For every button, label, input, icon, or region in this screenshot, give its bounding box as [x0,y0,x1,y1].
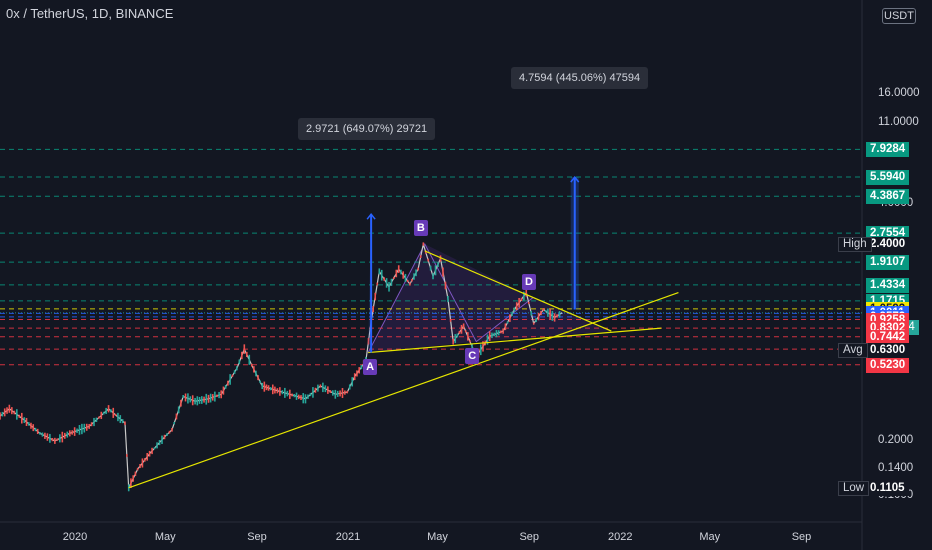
price-level-label: 7.9284 [866,142,910,158]
x-tick-label: 2022 [608,531,633,543]
stat-tag: High [838,237,872,253]
pattern-point-c[interactable]: C [465,347,480,364]
x-tick-label: Sep [519,531,540,543]
y-tick-label: 16.0000 [878,86,920,99]
triangle-pattern-fill [368,244,612,353]
pattern-point-b[interactable]: B [413,220,428,237]
pattern-point-d[interactable]: D [521,273,536,290]
price-level-label: 0.5230 [866,357,910,373]
measure-arrow[interactable] [366,212,376,353]
x-tick-label: 2020 [62,531,88,543]
trendline[interactable] [128,292,679,489]
price-level-label: 0.7442 [866,329,910,345]
x-tick-label: May [154,531,176,543]
y-tick-label: 0.1400 [878,462,914,475]
measure-label: 2.9721 (649.07%) 29721 [298,118,436,140]
x-tick-label: Sep [247,531,267,543]
y-tick-label: 0.2000 [878,433,914,446]
currency-selector[interactable]: USDT [882,8,916,24]
x-tick-label: May [427,531,448,543]
pattern-point-a[interactable]: A [363,358,378,375]
x-tick-label: May [699,531,721,543]
price-level-label: 0.1105 [866,480,909,496]
price-level-label: 5.5940 [866,170,910,186]
price-level-label: 0.6300 [866,342,910,358]
stat-tag: Low [838,480,870,496]
x-tick-label: 2021 [335,531,361,543]
trendline[interactable] [368,327,662,354]
price-level-label: 1.9107 [866,255,910,271]
trendline[interactable] [424,250,612,332]
measure-arrow[interactable] [570,175,580,310]
x-tick-label: Sep [791,531,812,543]
measure-label: 4.7594 (445.06%) 47594 [511,67,649,89]
price-level-label: 2.4000 [866,237,910,253]
y-tick-label: 11.0000 [878,116,919,129]
price-level-label: 1.4334 [866,277,910,293]
price-level-label: 4.3867 [866,189,910,205]
stat-tag: Avg [838,342,868,358]
symbol-title[interactable]: 0x / TetherUS, 1D, BINANCE [6,6,174,21]
